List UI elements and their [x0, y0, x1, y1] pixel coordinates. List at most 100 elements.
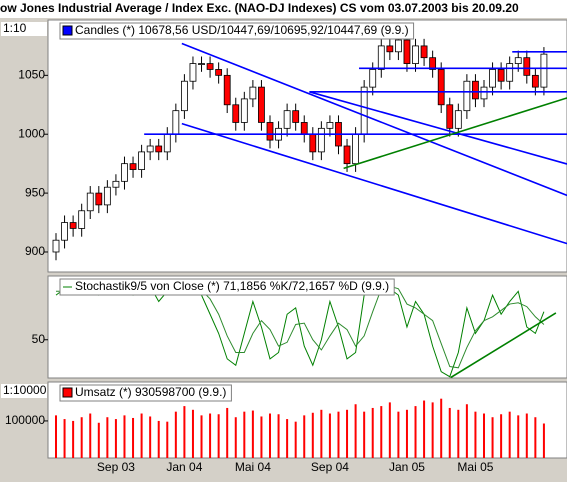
volume-bar: [440, 398, 443, 458]
volume-bar: [80, 417, 83, 458]
volume-bar: [97, 422, 100, 458]
volume-bar: [123, 415, 126, 458]
candle-body: [172, 110, 180, 135]
y-tick-label: 950: [25, 185, 45, 199]
volume-bar: [388, 402, 391, 458]
volume-bar: [517, 415, 520, 458]
volume-bar: [286, 419, 289, 458]
candle-body: [429, 57, 437, 70]
volume-bar: [542, 423, 545, 458]
candle-body: [369, 69, 377, 88]
candle-body: [112, 180, 120, 188]
volume-bar: [243, 411, 246, 458]
scale-note-box: [1, 22, 47, 36]
scale-note: 1:10000: [3, 383, 47, 397]
volume-bar: [311, 412, 314, 458]
title-bar: [0, 0, 567, 18]
legend-box: [59, 278, 395, 296]
legend-swatch: [62, 387, 73, 398]
legend-text: Stochastik9/5 von Close (*) 71,1856 %K/7…: [75, 279, 389, 293]
candle-body: [146, 145, 154, 153]
scale-note: 1:10: [3, 21, 27, 35]
candle-body: [198, 63, 205, 65]
candle-body: [343, 145, 351, 165]
volume-bar: [106, 417, 109, 458]
candle-body: [377, 45, 385, 70]
volume-bar: [174, 411, 177, 458]
candle-body: [386, 45, 394, 53]
volume-bar: [397, 411, 400, 458]
axis-column: [0, 18, 48, 482]
volume-bar: [448, 407, 451, 458]
legend: Candles (*) 10678,56 USD/10447,69/10695,…: [59, 22, 415, 40]
plot-area: [52, 32, 567, 261]
trend-line: [450, 312, 557, 378]
y-tick-label: 50: [32, 332, 46, 346]
volume-bar: [474, 411, 477, 458]
candle-body: [206, 63, 214, 70]
candle-body: [300, 122, 308, 135]
candle-body: [86, 192, 94, 212]
candle-body: [437, 69, 445, 106]
volume-bar: [500, 414, 503, 458]
candle-body: [394, 39, 402, 53]
volume-bar: [534, 417, 537, 458]
candle-body: [472, 80, 479, 100]
candle-body: [78, 210, 86, 229]
volume-bar: [508, 411, 511, 458]
candle-body: [489, 69, 496, 88]
candle-body: [497, 69, 505, 82]
volume-bar: [183, 406, 186, 458]
x-tick-label: Sep 03: [97, 460, 135, 474]
volume-bar: [346, 409, 349, 458]
candle-body: [506, 63, 514, 82]
trend-line: [309, 91, 567, 165]
volume-bar: [294, 421, 297, 458]
y-tick-label: 1050: [18, 68, 45, 82]
volume-bar: [371, 407, 374, 458]
volume-bar: [328, 413, 331, 458]
candle-body: [69, 222, 77, 229]
legend-text: Umsatz (*) 930598700 (9.9.): [75, 385, 226, 399]
volume-bar: [191, 409, 194, 458]
candle-body: [138, 151, 146, 170]
legend-box: [59, 22, 415, 40]
volume-bar: [140, 413, 143, 458]
panel: [47, 19, 567, 273]
candle-body: [523, 57, 531, 76]
candle-body: [352, 133, 360, 165]
volume-bar: [405, 409, 408, 458]
x-tick-label: Jan 05: [389, 460, 425, 474]
candle-body: [103, 186, 111, 206]
volume-bar: [226, 407, 229, 458]
y-tick-label: 900: [25, 244, 45, 258]
candle-body: [95, 192, 103, 206]
trend-line: [181, 42, 567, 197]
candle-body: [129, 163, 137, 170]
candle-body: [155, 145, 163, 153]
legend-swatch: [62, 25, 73, 36]
candle-body: [283, 110, 291, 129]
volume-bar: [363, 411, 366, 458]
volume-bar: [89, 413, 92, 458]
volume-bar: [260, 416, 263, 458]
y-tick-label: 1000: [18, 126, 45, 140]
candle-body: [163, 133, 171, 153]
candle-body: [240, 98, 248, 123]
x-tick-label: Mai 05: [457, 460, 493, 474]
volume-bar: [337, 411, 340, 458]
volume-bar: [72, 420, 75, 458]
candle-body: [249, 86, 257, 100]
candle-body: [232, 104, 240, 123]
legend: Stochastik9/5 von Close (*) 71,1856 %K/7…: [59, 278, 395, 296]
candle-body: [480, 86, 488, 100]
candle-body: [326, 122, 334, 129]
legend-box: [59, 384, 232, 402]
volume-bar: [423, 400, 426, 458]
volume-bar: [457, 409, 460, 458]
chart-title: ow Jones Industrial Average / Index Exc.…: [0, 1, 519, 15]
candle-body: [266, 122, 274, 141]
candle-body: [180, 80, 188, 112]
volume-bar: [414, 406, 417, 458]
